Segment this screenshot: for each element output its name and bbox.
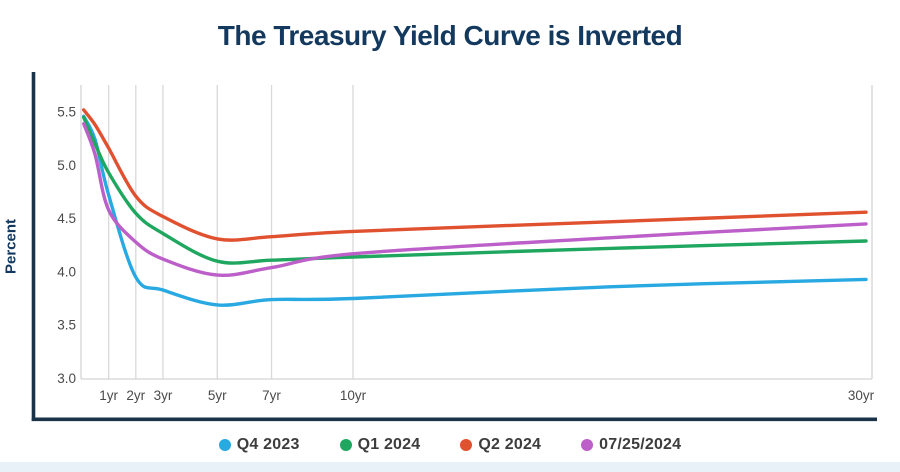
legend-swatch-q4-2023: [218, 439, 231, 451]
x-tick-label: 2yr: [126, 388, 145, 403]
series-line-q4-2023: [82, 114, 868, 307]
y-tick-label: 5.5: [57, 105, 76, 120]
x-tick-label: 3yr: [154, 388, 173, 403]
bottom-accent-strip: [0, 462, 900, 472]
x-tick-label: 10yr: [340, 388, 367, 403]
legend-label-q4-2023: Q4 2023: [236, 436, 300, 453]
x-tick-label: 30yr: [848, 388, 875, 403]
legend-label-q2-2024: Q2 2024: [478, 436, 542, 453]
y-tick-label: 4.5: [57, 211, 76, 226]
x-tick-label: 7yr: [262, 388, 281, 403]
x-tick-label: 5yr: [208, 388, 227, 403]
y-tick-label: 4.0: [57, 264, 76, 279]
plot-area: 5.5 5.0 4.5 4.0 3.5 3.0 1yr 2yr 3yr 5yr 7yr 10yr 30y…: [31, 72, 877, 422]
legend-item-07-25-2024: 07/25/2024: [581, 436, 681, 454]
legend-swatch-07-25-2024: [581, 439, 594, 451]
legend: Q4 2023 Q1 2024 Q2 2024 07/25/2024: [0, 436, 900, 454]
legend-item-q2-2024: Q2 2024: [460, 436, 541, 454]
y-tick-label: 3.5: [57, 318, 76, 333]
series-line-q1-2024: [82, 115, 868, 265]
legend-label-07-25-2024: 07/25/2024: [599, 436, 682, 453]
x-tick-label: 1yr: [99, 388, 118, 403]
legend-item-q1-2024: Q1 2024: [339, 436, 421, 454]
series-line-07-25-2024: [82, 122, 868, 278]
legend-swatch-q2-2024: [460, 439, 473, 451]
chart-title: The Treasury Yield Curve is Inverted: [217, 20, 683, 51]
y-tick-label: 5.0: [57, 158, 76, 173]
series-line-q2-2024: [82, 108, 868, 242]
legend-item-q4-2023: Q4 2023: [218, 436, 300, 454]
y-tick-label: 3.0: [57, 371, 76, 386]
legend-label-q1-2024: Q1 2024: [357, 436, 421, 453]
legend-swatch-q1-2024: [339, 439, 352, 451]
